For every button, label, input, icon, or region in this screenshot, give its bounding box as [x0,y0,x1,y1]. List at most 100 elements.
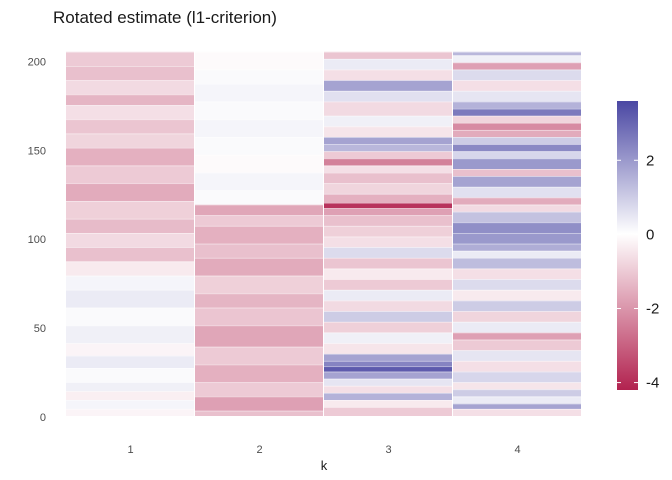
heatmap-cell [66,147,194,166]
heatmap-row-separator [324,366,452,368]
heatmap-row-separator [324,144,452,145]
heatmap-cell [324,392,452,401]
heatmap-row-separator [324,247,452,249]
heatmap-cell [66,275,194,290]
heatmap-cell [195,396,323,411]
y-tick-label: 0 [40,412,46,424]
heatmap-cell [66,307,194,326]
heatmap-row-separator [195,257,323,259]
heatmap-cell [195,137,323,155]
heatmap-cell [66,289,194,308]
heatmap-row-separator [195,243,323,245]
heatmap-row-separator [324,343,452,344]
heatmap-row-separator [324,321,452,323]
heatmap-row-separator [195,410,323,412]
heatmap-row-separator [324,215,452,217]
heatmap-cell [453,80,581,91]
heatmap-cell [453,186,581,198]
heatmap-cell [453,243,581,251]
heatmap-row-separator [195,204,323,206]
heatmap-cell [324,90,452,102]
heatmap-cell [453,279,581,290]
heatmap-row-separator [453,289,581,291]
heatmap-row-separator [324,208,452,209]
heatmap-cell [453,360,581,372]
heatmap-row-separator [453,90,581,92]
heatmap-cell [453,289,581,301]
heatmap-cell [66,183,194,202]
heatmap-row-separator [195,225,323,227]
heatmap-row-separator [453,204,581,206]
heatmap-row-separator [195,154,323,156]
heatmap-cell [195,51,323,70]
heatmap-cell [324,193,452,203]
heatmap-row-separator [66,400,194,401]
heatmap-cell [453,222,581,233]
heatmap-cell [324,400,452,408]
y-tick-label: 50 [34,323,46,335]
heatmap-row-separator [324,126,452,128]
heatmap-cell [195,225,323,244]
heatmap-cell [453,332,581,340]
heatmap-cell [453,408,581,416]
heatmap-row-separator [453,360,581,362]
heatmap-cell [324,236,452,248]
legend-tick-label: -2 [646,300,659,317]
heatmap-row-separator [453,321,581,323]
heatmap-row-separator [195,119,323,121]
heatmap-row-separator [195,51,323,53]
heatmap-cell [453,197,581,205]
heatmap-cell [453,129,581,138]
heatmap-row-separator [453,108,581,110]
heatmap-cell [324,353,452,361]
heatmap-row-separator [66,382,194,384]
heatmap-cell [324,208,452,216]
heatmap-cell [324,183,452,194]
heatmap-cell [324,202,452,209]
heatmap-cell [453,233,581,244]
heatmap-cell [66,133,194,148]
heatmap-cell [324,101,452,116]
heatmap-row-separator [195,137,323,138]
heatmap-row-separator [324,69,452,71]
heatmap-row-separator [453,186,581,188]
heatmap-cell [195,410,323,416]
heatmap-row-separator [195,101,323,103]
heatmap-row-separator [324,360,452,362]
heatmap-cell [66,247,194,262]
heatmap-row-separator [453,408,581,410]
heatmap-row-separator [453,69,581,71]
heatmap-cell [324,247,452,258]
heatmap-cell [195,69,323,84]
heatmap-cell [453,321,581,333]
heatmap-row-separator [195,83,323,85]
heatmap-cell [66,343,194,356]
heatmap-row-separator [66,165,194,167]
heatmap-row-separator [453,311,581,312]
heatmap-cell [453,204,581,212]
heatmap-cell [453,339,581,351]
heatmap-cell [66,408,194,416]
heatmap-row-separator [66,261,194,263]
heatmap-cell [324,311,452,322]
heatmap-cell [453,396,581,404]
heatmap-row-separator [453,51,581,53]
heatmap-cell [66,201,194,219]
heatmap-cell [66,80,194,95]
heatmap-row-separator [324,193,452,195]
heatmap-cell [453,257,581,269]
heatmap-cell [195,325,323,347]
heatmap-row-separator [453,101,581,103]
heatmap-cell [324,371,452,379]
heatmap-row-separator [324,158,452,160]
heatmap-row-separator [324,378,452,380]
heatmap-cell [195,101,323,120]
heatmap-cell [195,190,323,205]
heatmap-row-separator [453,144,581,145]
heatmap-cell [195,364,323,383]
heatmap-row-separator [66,247,194,249]
heatmap-row-separator [453,176,581,177]
heatmap-cell [66,325,194,344]
heatmap-cell [66,391,194,401]
